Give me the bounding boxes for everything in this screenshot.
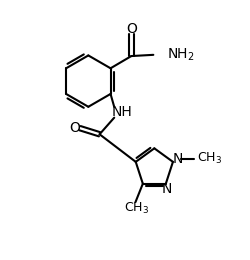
Text: N: N: [162, 182, 172, 196]
Text: CH$_3$: CH$_3$: [198, 151, 222, 166]
Text: NH: NH: [112, 105, 132, 119]
Text: CH$_3$: CH$_3$: [124, 201, 149, 216]
Text: NH$_2$: NH$_2$: [167, 47, 194, 63]
Text: O: O: [126, 22, 137, 36]
Text: O: O: [69, 121, 80, 135]
Text: N: N: [173, 152, 183, 166]
